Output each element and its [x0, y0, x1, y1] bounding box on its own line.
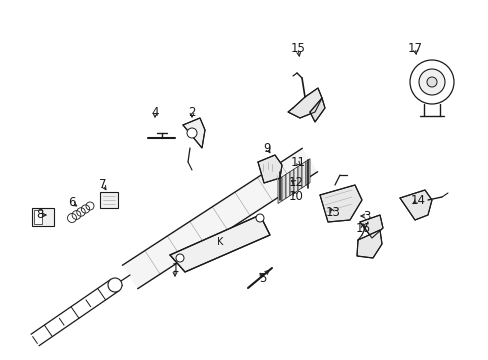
- Circle shape: [186, 128, 197, 138]
- Polygon shape: [287, 88, 321, 118]
- Text: 4: 4: [151, 107, 159, 120]
- Circle shape: [176, 254, 183, 262]
- Circle shape: [409, 60, 453, 104]
- Text: 12: 12: [288, 176, 303, 189]
- Text: 9: 9: [263, 141, 270, 154]
- Text: 3: 3: [363, 210, 370, 222]
- Text: 14: 14: [409, 194, 425, 207]
- Text: K: K: [216, 237, 223, 247]
- Polygon shape: [319, 185, 361, 222]
- Text: 5: 5: [259, 271, 266, 284]
- Polygon shape: [309, 98, 325, 122]
- Polygon shape: [170, 215, 269, 272]
- Polygon shape: [297, 164, 302, 190]
- Polygon shape: [282, 174, 285, 201]
- Polygon shape: [183, 118, 204, 148]
- Text: 11: 11: [290, 157, 305, 170]
- Polygon shape: [305, 159, 309, 185]
- Polygon shape: [399, 190, 431, 220]
- Polygon shape: [359, 215, 382, 238]
- Text: 17: 17: [407, 41, 422, 54]
- Bar: [100, 192, 118, 208]
- Text: 1: 1: [171, 261, 179, 274]
- Bar: [32, 208, 54, 226]
- Circle shape: [256, 214, 264, 222]
- Polygon shape: [258, 155, 282, 183]
- Text: 16: 16: [355, 221, 370, 234]
- Text: 15: 15: [290, 41, 305, 54]
- Polygon shape: [122, 148, 317, 289]
- Text: 8: 8: [36, 208, 43, 221]
- Text: 6: 6: [68, 197, 76, 210]
- Circle shape: [418, 69, 444, 95]
- Polygon shape: [302, 161, 305, 188]
- Polygon shape: [285, 172, 289, 198]
- Bar: [34, 210, 42, 224]
- Polygon shape: [289, 169, 293, 196]
- Text: 2: 2: [188, 107, 195, 120]
- Polygon shape: [356, 230, 381, 258]
- Polygon shape: [293, 166, 297, 193]
- Text: 13: 13: [325, 207, 340, 220]
- Circle shape: [426, 77, 436, 87]
- Polygon shape: [278, 177, 282, 203]
- Circle shape: [108, 278, 122, 292]
- Text: 7: 7: [99, 179, 106, 192]
- Text: 10: 10: [288, 189, 303, 202]
